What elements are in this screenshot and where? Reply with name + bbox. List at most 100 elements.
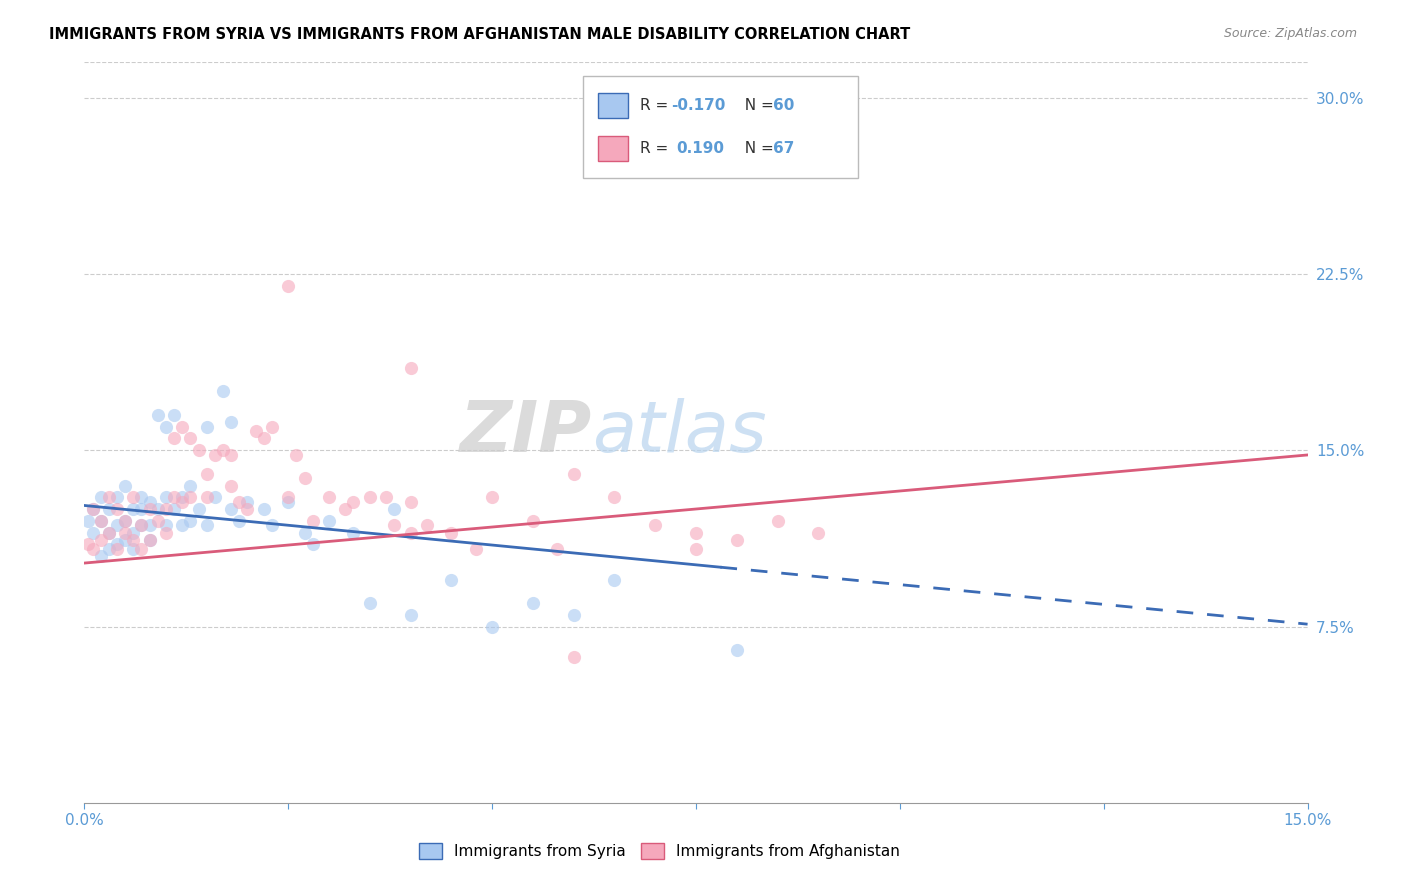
Point (179, 478, 201, 492)
Point (260, 518, 283, 533)
Point (138, 495, 160, 509)
Point (155, 502, 177, 516)
Point (122, 502, 145, 516)
Point (725, 533, 748, 547)
Point (195, 419, 218, 434)
Text: N =: N = (735, 141, 779, 155)
Point (138, 518, 160, 533)
Point (187, 502, 209, 516)
Point (725, 643, 748, 657)
Point (172, 419, 194, 434)
Point (90, 514, 112, 528)
Text: IMMIGRANTS FROM SYRIA VS IMMIGRANTS FROM AFGHANISTAN MALE DISABILITY CORRELATION: IMMIGRANTS FROM SYRIA VS IMMIGRANTS FROM… (49, 27, 911, 42)
Point (219, 478, 242, 492)
Point (318, 514, 340, 528)
Point (481, 619, 503, 633)
Point (77, 514, 100, 528)
Text: Source: ZipAtlas.com: Source: ZipAtlas.com (1223, 27, 1357, 40)
Point (163, 502, 186, 516)
Point (219, 415, 242, 429)
Text: R =: R = (640, 141, 678, 155)
Point (277, 495, 299, 509)
Point (163, 408, 186, 422)
Point (163, 490, 186, 504)
Point (82, 502, 104, 516)
Text: -0.170: -0.170 (671, 98, 725, 112)
Point (359, 596, 381, 610)
Point (131, 518, 153, 533)
Point (155, 518, 177, 533)
Point (97, 502, 120, 516)
Point (685, 525, 707, 540)
Point (195, 467, 218, 481)
Point (212, 443, 235, 458)
Point (155, 525, 177, 540)
Point (440, 573, 463, 587)
Point (766, 514, 789, 528)
Point (342, 495, 364, 509)
Point (122, 525, 145, 540)
Point (131, 518, 153, 533)
Point (522, 596, 544, 610)
Point (105, 541, 128, 556)
Point (685, 541, 707, 556)
Point (146, 502, 169, 516)
Point (228, 514, 250, 528)
Point (105, 502, 128, 516)
Point (399, 607, 422, 622)
Text: 0.190: 0.190 (676, 141, 724, 155)
Point (155, 490, 177, 504)
Point (105, 537, 128, 551)
Point (82, 502, 104, 516)
Text: atlas: atlas (592, 398, 766, 467)
Point (179, 514, 201, 528)
Point (82, 541, 104, 556)
Text: ZIP: ZIP (460, 398, 592, 467)
Point (82, 525, 104, 540)
Point (301, 537, 323, 551)
Point (260, 419, 283, 434)
Point (90, 514, 112, 528)
Point (146, 514, 169, 528)
Point (131, 541, 153, 556)
Text: 67: 67 (773, 141, 794, 155)
Point (399, 495, 422, 509)
Point (138, 533, 160, 547)
Point (195, 490, 218, 504)
Point (187, 443, 209, 458)
Text: 60: 60 (773, 98, 794, 112)
Point (122, 541, 145, 556)
Point (90, 533, 112, 547)
Point (97, 541, 120, 556)
Point (122, 490, 145, 504)
Point (382, 502, 405, 516)
Point (481, 490, 503, 504)
Point (105, 518, 128, 533)
Point (97, 490, 120, 504)
Point (122, 533, 145, 547)
Point (131, 502, 153, 516)
Point (146, 408, 169, 422)
Point (245, 425, 267, 439)
Point (219, 448, 242, 462)
Point (807, 525, 830, 540)
Point (97, 525, 120, 540)
Legend: Immigrants from Syria, Immigrants from Afghanistan: Immigrants from Syria, Immigrants from A… (412, 838, 905, 865)
Point (562, 607, 585, 622)
Point (77, 537, 100, 551)
Point (155, 419, 177, 434)
Point (603, 573, 626, 587)
Point (114, 525, 136, 540)
Point (294, 525, 316, 540)
Point (399, 361, 422, 376)
Point (603, 490, 626, 504)
Point (342, 525, 364, 540)
Point (172, 518, 194, 533)
Point (253, 432, 276, 446)
Point (294, 471, 316, 485)
Point (375, 490, 398, 504)
Point (301, 514, 323, 528)
Point (335, 502, 357, 516)
Point (546, 541, 568, 556)
Point (236, 495, 259, 509)
